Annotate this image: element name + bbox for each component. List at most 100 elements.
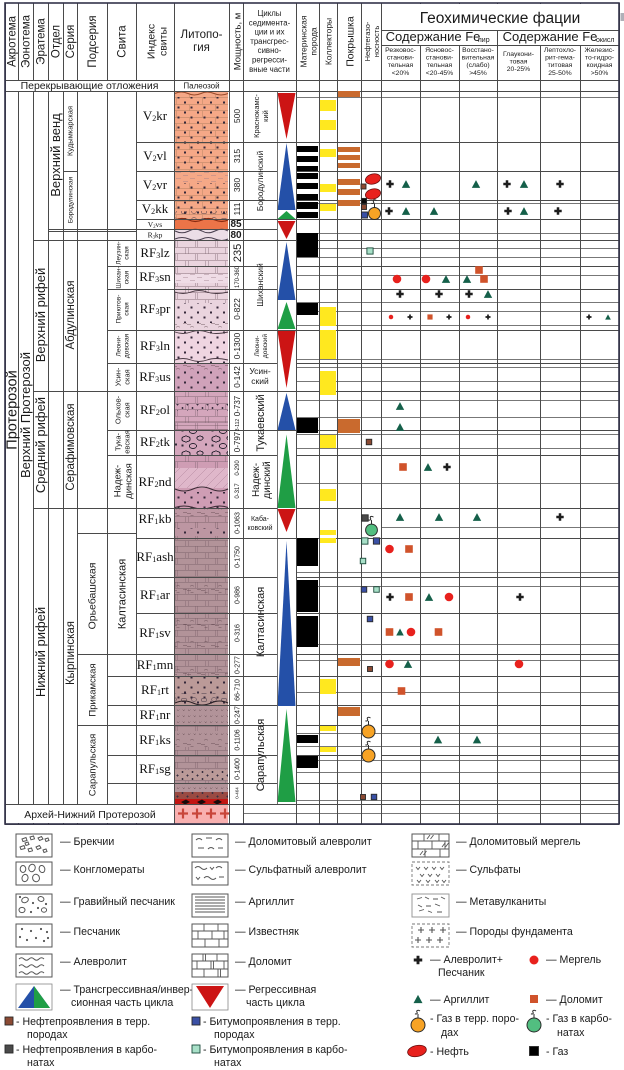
svg-text:титовая: титовая [548, 62, 573, 69]
svg-text:- Газ: - Газ [546, 1046, 568, 1058]
svg-text:0-317: 0-317 [235, 483, 241, 499]
svg-text:25-50%: 25-50% [548, 70, 571, 77]
svg-text:товая: товая [510, 59, 528, 66]
svg-text:ская: ская [122, 369, 131, 384]
svg-text:ции и их: ции и их [254, 28, 284, 37]
svg-text:RF1ks: RF1ks [139, 732, 171, 747]
svg-text:пир: пир [478, 37, 490, 44]
svg-text:Покрышка: Покрышка [345, 16, 357, 67]
svg-text:0-247: 0-247 [234, 706, 241, 724]
svg-text:Глаукони-: Глаукони- [503, 51, 534, 58]
svg-text:Отдел: Отдел [51, 25, 63, 58]
svg-text:0-1400: 0-1400 [234, 758, 241, 780]
svg-text:0-277: 0-277 [234, 656, 241, 674]
svg-text:Каба-: Каба- [251, 515, 270, 523]
svg-text:трансгрес-: трансгрес- [250, 37, 289, 46]
svg-text:- Нефтепроявления в карбо-: - Нефтепроявления в карбо- [16, 1044, 157, 1056]
svg-text:500: 500 [232, 109, 242, 123]
svg-text:— Известняк: — Известняк [235, 926, 299, 938]
svg-text:дах: дах [441, 1027, 459, 1039]
svg-text:сивно-: сивно- [258, 46, 282, 55]
svg-text:— Мергель: — Мергель [546, 954, 602, 966]
svg-text:Леони-: Леони- [254, 336, 261, 357]
svg-text:— Доломит: — Доломит [235, 956, 292, 968]
svg-text:0-986: 0-986 [234, 586, 241, 604]
svg-text:<20-45%: <20-45% [426, 70, 453, 77]
svg-text:кий: кий [261, 110, 270, 122]
svg-text:RF2ol: RF2ol [140, 402, 170, 417]
svg-text:Прикамская: Прикамская [87, 663, 98, 716]
svg-text:Перекрывающие отложения: Перекрывающие отложения [21, 80, 159, 92]
svg-text:Эратема: Эратема [36, 18, 48, 65]
svg-text:Содержание Fe: Содержание Fe [503, 29, 598, 44]
svg-text:ковский: ковский [247, 524, 272, 532]
svg-text:Индекс: Индекс [146, 24, 158, 59]
svg-text:66-710: 66-710 [234, 679, 241, 701]
svg-text:Восстано-: Восстано- [462, 47, 494, 54]
svg-text:— Песчаник: — Песчаник [60, 926, 120, 938]
svg-text:Надеж-: Надеж- [251, 463, 262, 497]
svg-text:235: 235 [232, 244, 244, 262]
svg-text:ская: ская [123, 246, 130, 260]
svg-text:Протерозой: Протерозой [5, 370, 21, 449]
svg-text:Кудымкарская: Кудымкарская [66, 106, 75, 156]
svg-text:носность: носность [372, 26, 381, 58]
svg-text:- Газ в карбо-: - Газ в карбо- [546, 1013, 612, 1025]
svg-text:Тука-: Тука- [113, 432, 122, 451]
svg-text:0-290: 0-290 [235, 460, 241, 476]
svg-text:0-1750: 0-1750 [234, 546, 241, 568]
svg-text:довская: довская [123, 333, 130, 358]
svg-text:- Битумопроявления в терр.: - Битумопроявления в терр. [203, 1016, 341, 1028]
svg-text:довский: довский [261, 334, 269, 359]
svg-text:Калтасинская: Калтасинская [116, 559, 128, 629]
svg-text:>45%: >45% [469, 70, 487, 77]
svg-text:0-316: 0-316 [234, 624, 241, 642]
svg-text:85: 85 [230, 219, 242, 230]
svg-text:— Конгломераты: — Конгломераты [60, 864, 144, 876]
svg-text:- Нефть: - Нефть [430, 1046, 469, 1058]
svg-text:Резковос-: Резковос- [385, 47, 416, 54]
svg-text:Тукаевский: Тукаевский [255, 394, 267, 451]
svg-text:Сарапульская: Сарапульская [87, 734, 98, 797]
svg-text:Содержание Fe: Содержание Fe [386, 29, 481, 44]
svg-text:RF3us: RF3us [139, 369, 171, 384]
svg-text:— Алевролит: — Алевролит [60, 956, 127, 968]
svg-text:порода: порода [308, 27, 318, 56]
svg-text:— Метавулканиты: — Метавулканиты [456, 896, 546, 908]
svg-text:Бородулинская: Бородулинская [67, 176, 74, 223]
svg-text:111: 111 [232, 202, 242, 215]
svg-text:Литопо-: Литопо- [181, 29, 223, 41]
svg-text:натах: натах [27, 1057, 55, 1069]
svg-text:Шиханский: Шиханский [255, 263, 265, 307]
svg-text:окисл: окисл [596, 37, 614, 44]
svg-text:Орьебашская: Орьебашская [87, 563, 99, 630]
svg-text:ская: ская [123, 270, 130, 284]
svg-text:Кырпинская: Кырпинская [65, 621, 77, 685]
svg-text:вительная: вительная [462, 55, 495, 62]
svg-text:динская: динская [123, 463, 134, 499]
svg-text:RF1mn: RF1mn [137, 657, 174, 672]
svg-text:— Алевролит+: — Алевролит+ [430, 954, 503, 966]
svg-text:Палеозой: Палеозой [183, 82, 219, 91]
svg-text:V2vr: V2vr [143, 177, 168, 192]
svg-text:евская: евская [122, 430, 131, 454]
svg-text:Сарапульская: Сарапульская [255, 719, 267, 791]
svg-text:RF1sv: RF1sv [139, 625, 171, 640]
svg-text:RF1rt: RF1rt [141, 682, 169, 697]
svg-text:(слабо): (слабо) [466, 61, 489, 69]
svg-text:— Гравийный песчаник: — Гравийный песчаник [60, 896, 175, 908]
svg-text:регресси-: регресси- [252, 56, 287, 65]
svg-text:породах: породах [214, 1029, 255, 1041]
svg-text:0-1300: 0-1300 [232, 332, 242, 359]
svg-text:натах: натах [557, 1027, 585, 1039]
svg-text:Циклы: Циклы [258, 9, 282, 18]
svg-text:ская: ская [122, 402, 131, 417]
svg-text:свиты: свиты [158, 27, 170, 56]
svg-text:Ольхов-: Ольхов- [113, 395, 122, 424]
svg-text:часть цикла: часть цикла [246, 997, 305, 1009]
svg-text:станови-: станови- [387, 55, 414, 62]
svg-text:Верхний рифей: Верхний рифей [33, 268, 48, 362]
svg-text:Эонотема: Эонотема [21, 14, 33, 68]
svg-text:20-25%: 20-25% [507, 66, 530, 73]
svg-text:Серафимовская: Серафимовская [65, 403, 77, 490]
